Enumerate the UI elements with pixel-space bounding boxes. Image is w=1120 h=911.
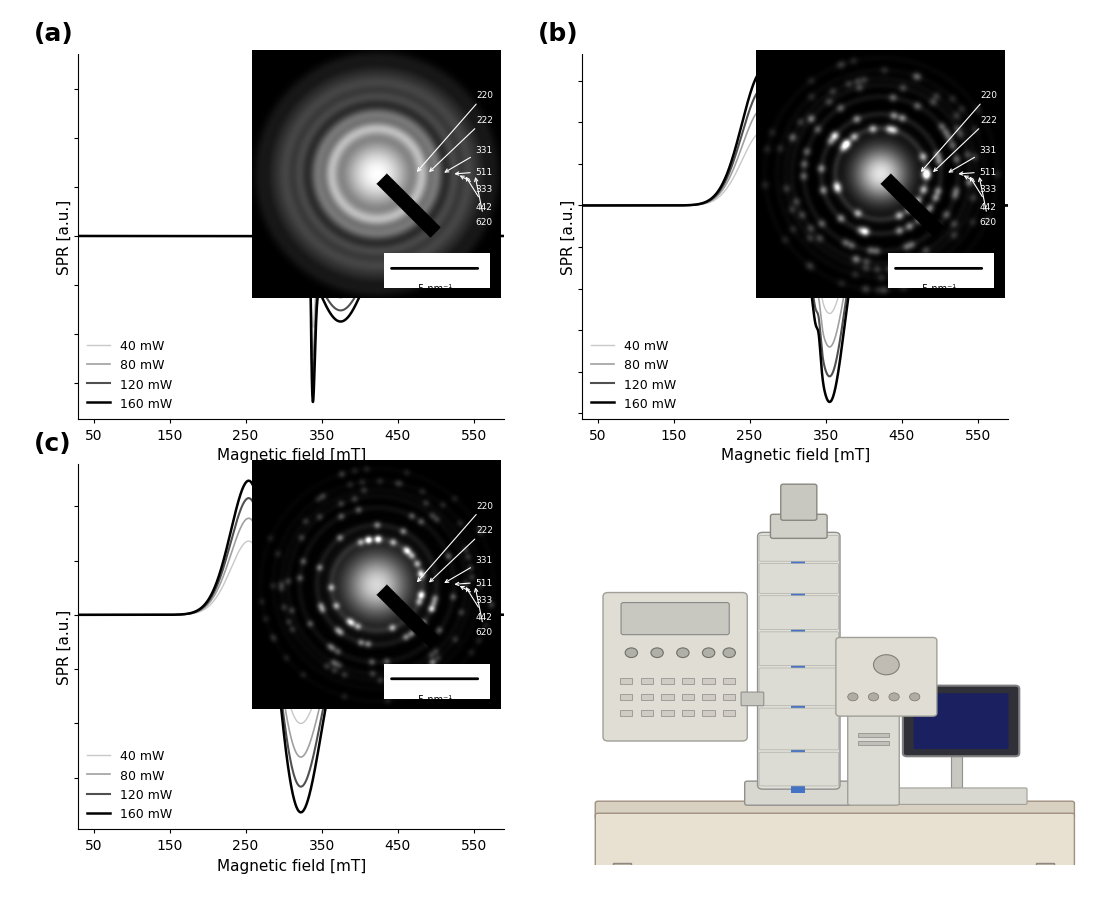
Circle shape (909, 693, 920, 701)
Text: 620: 620 (979, 179, 997, 227)
FancyBboxPatch shape (759, 536, 839, 561)
Text: 222: 222 (430, 526, 493, 582)
X-axis label: Magnetic field [mT]: Magnetic field [mT] (216, 447, 366, 463)
Bar (791, 533, 805, 793)
Circle shape (848, 693, 858, 701)
FancyBboxPatch shape (926, 795, 986, 804)
FancyBboxPatch shape (759, 632, 839, 666)
Text: 442: 442 (466, 589, 493, 621)
Text: 331: 331 (445, 146, 493, 173)
Bar (724, 694, 736, 701)
Bar (682, 710, 694, 716)
Bar (620, 710, 633, 716)
FancyBboxPatch shape (384, 254, 491, 289)
Circle shape (868, 693, 879, 701)
Text: 331: 331 (949, 146, 997, 173)
Text: 220: 220 (418, 91, 493, 172)
FancyBboxPatch shape (771, 515, 827, 538)
Text: 333: 333 (460, 587, 493, 604)
Text: 220: 220 (418, 501, 493, 582)
Bar (1036, 864, 1054, 872)
Circle shape (625, 649, 637, 658)
Text: 511: 511 (456, 168, 493, 177)
Bar (661, 694, 673, 701)
Text: 442: 442 (970, 179, 997, 211)
Circle shape (724, 649, 736, 658)
FancyBboxPatch shape (879, 788, 1027, 804)
Bar (661, 678, 673, 684)
FancyBboxPatch shape (781, 485, 816, 521)
FancyBboxPatch shape (914, 693, 1008, 749)
Bar (702, 710, 715, 716)
FancyBboxPatch shape (596, 814, 1074, 867)
Text: 220: 220 (922, 91, 997, 172)
Bar (614, 864, 632, 872)
FancyBboxPatch shape (759, 564, 839, 594)
FancyBboxPatch shape (759, 709, 839, 750)
Circle shape (874, 655, 899, 675)
Text: 442: 442 (466, 179, 493, 211)
Bar (702, 678, 715, 684)
FancyBboxPatch shape (757, 533, 840, 789)
X-axis label: Magnetic field [mT]: Magnetic field [mT] (216, 857, 366, 873)
FancyBboxPatch shape (759, 752, 839, 786)
FancyBboxPatch shape (888, 254, 995, 289)
Text: 333: 333 (964, 177, 997, 194)
Text: 5 nm⁻¹: 5 nm⁻¹ (922, 284, 955, 294)
Bar (620, 694, 633, 701)
Text: 222: 222 (430, 116, 493, 172)
Bar (620, 678, 633, 684)
Circle shape (651, 649, 663, 658)
FancyBboxPatch shape (745, 782, 852, 805)
Text: 620: 620 (475, 179, 493, 227)
Y-axis label: SPR [a.u.]: SPR [a.u.] (56, 609, 72, 684)
Bar (951, 747, 962, 804)
Text: (b): (b) (538, 22, 578, 46)
Legend: 40 mW, 80 mW, 120 mW, 160 mW: 40 mW, 80 mW, 120 mW, 160 mW (85, 747, 175, 823)
FancyBboxPatch shape (603, 593, 747, 742)
Text: (c): (c) (34, 432, 72, 456)
Bar (641, 694, 653, 701)
FancyBboxPatch shape (620, 603, 729, 635)
FancyBboxPatch shape (741, 692, 764, 706)
Y-axis label: SPR [a.u.]: SPR [a.u.] (56, 200, 72, 274)
Text: 511: 511 (456, 578, 493, 587)
Bar (682, 694, 694, 701)
Circle shape (889, 693, 899, 701)
Bar (682, 678, 694, 684)
Legend: 40 mW, 80 mW, 120 mW, 160 mW: 40 mW, 80 mW, 120 mW, 160 mW (589, 337, 679, 413)
Bar (858, 733, 889, 737)
Text: 222: 222 (934, 116, 997, 172)
FancyBboxPatch shape (836, 638, 936, 716)
FancyBboxPatch shape (759, 669, 839, 706)
Text: 331: 331 (445, 556, 493, 583)
Text: 333: 333 (460, 177, 493, 194)
FancyBboxPatch shape (759, 596, 839, 630)
Bar (641, 710, 653, 716)
FancyBboxPatch shape (848, 713, 899, 805)
Y-axis label: SPR [a.u.]: SPR [a.u.] (560, 200, 576, 274)
Bar (641, 678, 653, 684)
FancyBboxPatch shape (384, 664, 491, 699)
Bar (858, 742, 889, 745)
Text: 5 nm⁻¹: 5 nm⁻¹ (418, 694, 451, 704)
Text: 5 nm⁻¹: 5 nm⁻¹ (418, 284, 451, 294)
Text: (a): (a) (34, 22, 73, 46)
X-axis label: Magnetic field [mT]: Magnetic field [mT] (720, 447, 870, 463)
Text: 620: 620 (475, 589, 493, 637)
Bar (724, 678, 736, 684)
Bar (661, 710, 673, 716)
Circle shape (676, 649, 689, 658)
FancyBboxPatch shape (903, 686, 1019, 756)
Legend: 40 mW, 80 mW, 120 mW, 160 mW: 40 mW, 80 mW, 120 mW, 160 mW (85, 337, 175, 413)
Bar (724, 710, 736, 716)
FancyBboxPatch shape (596, 802, 1074, 819)
Circle shape (702, 649, 715, 658)
Bar (702, 694, 715, 701)
Text: 511: 511 (960, 168, 997, 177)
